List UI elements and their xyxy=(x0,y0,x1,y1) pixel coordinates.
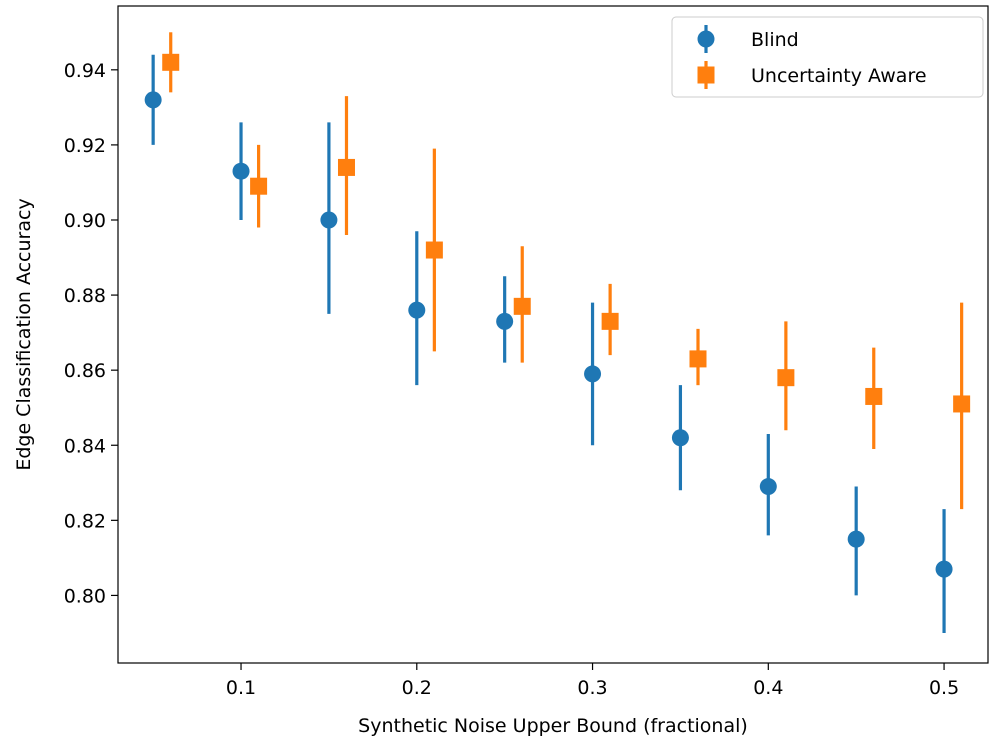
legend-entry: Uncertainty Aware xyxy=(697,61,927,89)
data-point xyxy=(250,177,268,195)
y-tick-label: 0.92 xyxy=(64,135,106,157)
y-tick-label: 0.88 xyxy=(64,285,106,307)
y-axis-label: Edge Classification Accuracy xyxy=(13,198,35,470)
legend-entry: Blind xyxy=(697,25,799,53)
data-point xyxy=(671,429,689,447)
x-tick-label: 0.4 xyxy=(753,677,783,699)
legend-label: Blind xyxy=(751,29,799,51)
y-tick-label: 0.90 xyxy=(64,210,106,232)
y-tick-label: 0.82 xyxy=(64,510,106,532)
y-tick-label: 0.84 xyxy=(64,435,106,457)
data-point xyxy=(689,350,707,368)
y-tick-label: 0.86 xyxy=(64,360,106,382)
data-point xyxy=(144,91,162,109)
plot-area-frame xyxy=(117,5,989,664)
x-tick-label: 0.1 xyxy=(226,677,256,699)
legend-label: Uncertainty Aware xyxy=(751,65,927,87)
series-uncertainty-aware xyxy=(162,32,971,510)
legend-marker xyxy=(697,66,715,84)
data-point xyxy=(847,530,865,548)
data-point xyxy=(953,395,971,413)
y-tick-label: 0.80 xyxy=(64,585,106,607)
data-point xyxy=(865,387,883,405)
legend: Blind Uncertainty Aware xyxy=(671,16,984,98)
data-point xyxy=(162,53,180,71)
series-blind xyxy=(144,54,953,633)
data-series xyxy=(144,32,971,633)
data-point xyxy=(601,312,619,330)
legend-box xyxy=(671,16,984,98)
data-point xyxy=(337,158,355,176)
legend-marker xyxy=(697,30,715,48)
y-axis-ticks: 0.80 0.82 0.84 0.86 0.88 0.90 0.92 0.94 xyxy=(64,60,118,607)
legend-entries: Blind Uncertainty Aware xyxy=(697,25,927,89)
x-tick-label: 0.2 xyxy=(402,677,432,699)
x-tick-label: 0.5 xyxy=(929,677,959,699)
data-point xyxy=(777,369,795,387)
data-point xyxy=(935,560,953,578)
x-tick-label: 0.3 xyxy=(577,677,607,699)
y-tick-label: 0.94 xyxy=(64,60,106,82)
data-point xyxy=(759,478,777,496)
data-point xyxy=(425,241,443,259)
x-axis-ticks: 0.1 0.2 0.3 0.4 0.5 xyxy=(226,663,959,699)
data-point xyxy=(408,301,426,319)
data-point xyxy=(513,297,531,315)
data-point xyxy=(320,211,338,229)
data-point xyxy=(232,162,250,180)
data-point xyxy=(584,365,602,383)
data-point xyxy=(496,312,514,330)
x-axis-label: Synthetic Noise Upper Bound (fractional) xyxy=(358,715,748,737)
